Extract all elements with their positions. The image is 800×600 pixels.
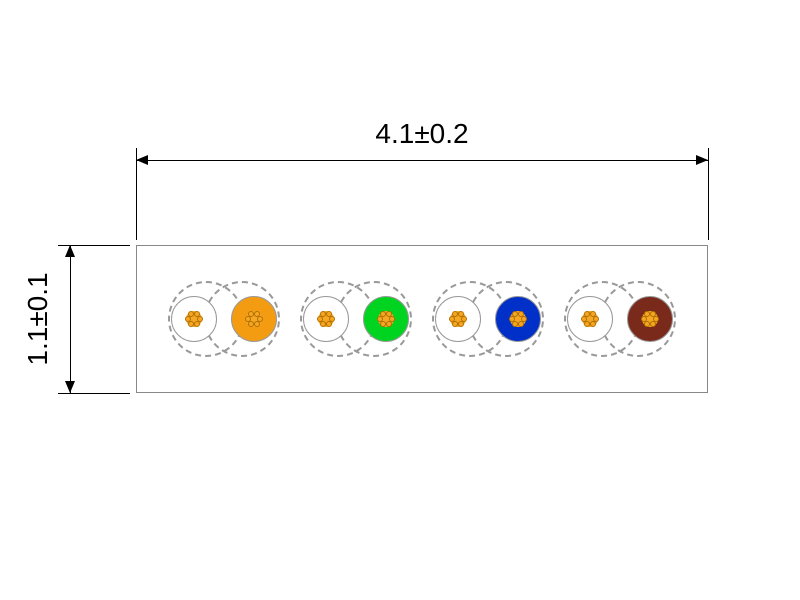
conductor-strand xyxy=(326,311,332,317)
top-ext-right xyxy=(708,148,709,240)
left-dim-line xyxy=(70,245,71,393)
conductor-strand xyxy=(377,316,383,322)
conductor-strand xyxy=(518,321,524,327)
top-arrow-left xyxy=(136,155,148,165)
conductor-strand xyxy=(458,311,464,317)
wire-left xyxy=(435,296,481,342)
conductor-strand xyxy=(185,316,191,322)
conductor-strand xyxy=(509,316,515,322)
pair-green xyxy=(300,280,412,358)
top-arrow-right xyxy=(696,155,708,165)
conductor-strand xyxy=(590,321,596,327)
pair-blue xyxy=(432,280,544,358)
left-arrow-down xyxy=(65,381,75,393)
conductor-strand xyxy=(590,311,596,317)
width-dimension-label: 4.1±0.2 xyxy=(375,118,468,150)
left-ext-bottom xyxy=(58,393,130,394)
left-arrow-up xyxy=(65,245,75,257)
conductor-strand xyxy=(386,321,392,327)
conductor-strand xyxy=(194,311,200,317)
top-dim-line xyxy=(136,160,708,161)
height-dimension-label: 1.1±0.1 xyxy=(22,272,54,365)
conductor-strand xyxy=(245,316,251,322)
wire-right xyxy=(231,296,277,342)
conductor-strand xyxy=(386,311,392,317)
wire-left xyxy=(303,296,349,342)
conductor-strand xyxy=(326,321,332,327)
wire-right xyxy=(363,296,409,342)
wire-right xyxy=(627,296,673,342)
conductor-strand xyxy=(650,321,656,327)
wire-left xyxy=(171,296,217,342)
pair-brown xyxy=(564,280,676,358)
conductor-strand xyxy=(458,321,464,327)
conductor-strand xyxy=(254,321,260,327)
conductor-strand xyxy=(317,316,323,322)
pair-orange xyxy=(168,280,280,358)
conductor-strand xyxy=(518,311,524,317)
diagram-stage: 4.1±0.2 1.1±0.1 xyxy=(0,0,800,600)
wire-right xyxy=(495,296,541,342)
conductor-strand xyxy=(641,316,647,322)
conductor-strand xyxy=(254,311,260,317)
conductor-strand xyxy=(194,321,200,327)
conductor-strand xyxy=(650,311,656,317)
wire-left xyxy=(567,296,613,342)
conductor-strand xyxy=(449,316,455,322)
conductor-strand xyxy=(581,316,587,322)
wire-pairs-row xyxy=(168,280,676,358)
